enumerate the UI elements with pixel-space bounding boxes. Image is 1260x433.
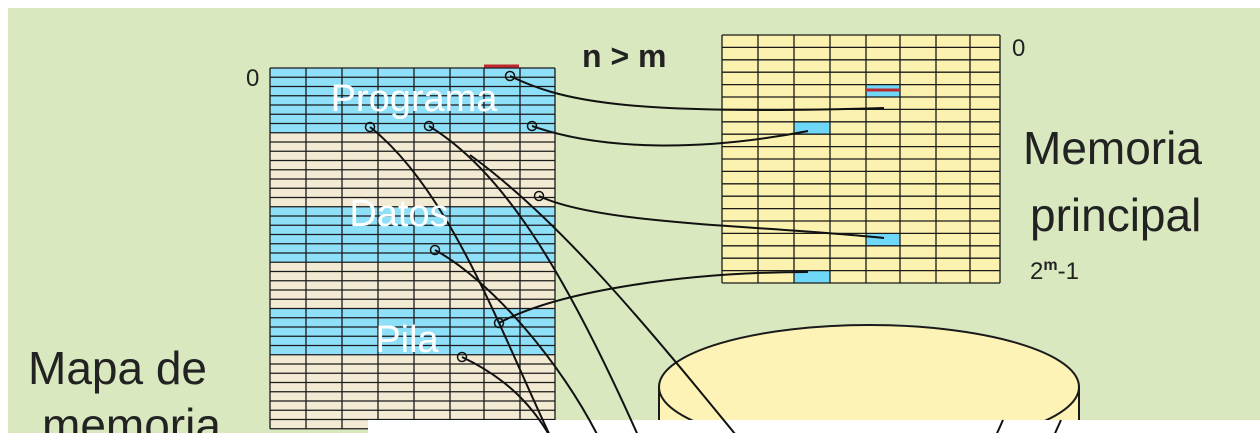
connector-curve [428,125,638,433]
map-address-zero: 0 [246,65,259,92]
map-title-line2: memoria [42,399,221,433]
main-memory-grid [721,34,1001,284]
connector-origin-dot [504,70,516,82]
connector-curve [531,125,809,147]
memory-title-line1: Memoria [1023,122,1202,174]
connector-curve [996,419,1004,433]
connector-curve [509,75,885,112]
connector-origin-dot [493,317,505,329]
memory-cell-used [794,270,830,283]
map-title-line1: Mapa de [28,342,207,394]
segment-label-stack: Pila [375,319,439,361]
mapping-connectors [364,70,1062,433]
connector-origin-dot [533,190,545,202]
memory-cell-used [866,233,900,246]
connector-origin-dot [429,244,441,256]
connector-origin-dot [526,120,538,132]
connector-curve [1054,419,1062,433]
connector-curve [538,195,885,239]
map-band [270,262,555,309]
memory-address-last: 2m-1 [1030,257,1079,285]
connector-curve [461,356,550,433]
memory-title-line2: principal [1030,189,1201,241]
memory-map-grid [269,64,556,430]
segment-label-data: Datos [349,193,448,235]
connector-curve [469,154,736,433]
connector-curve [434,249,598,433]
connector-origin-dot [364,121,376,133]
segment-label-program: Programa [331,78,499,120]
map-band [270,68,555,133]
size-condition: n > m [582,38,666,74]
memory-address-zero: 0 [1012,35,1025,62]
map-band [270,308,555,355]
connector-curve [498,271,809,324]
connector-curve [369,126,550,433]
bottom-overlay [368,420,1260,433]
connector-origin-dot [423,120,435,132]
connector-origin-dot [456,351,468,363]
